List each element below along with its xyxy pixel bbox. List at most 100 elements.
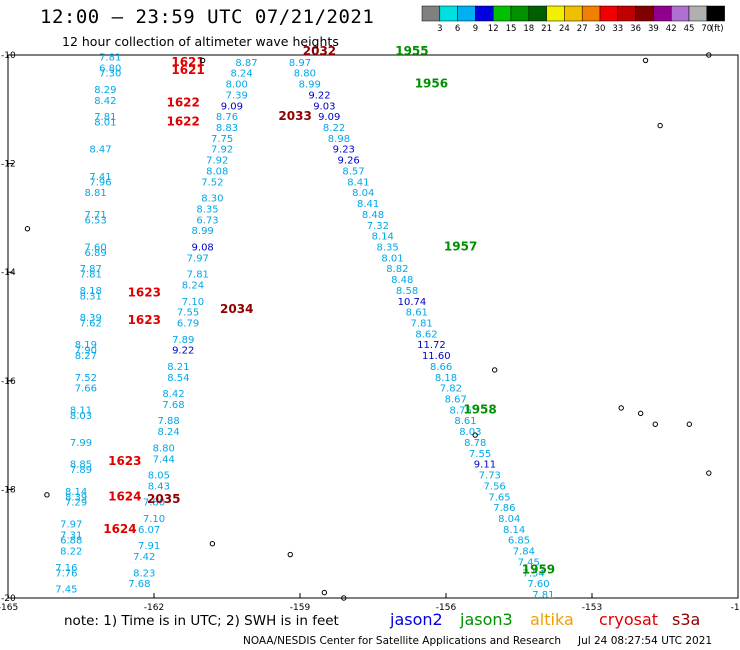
legend-s3a: s3a [672,610,701,629]
swh-point-label: 7.45 [518,557,540,568]
swh-point-label: 7.81 [80,270,102,281]
swh-point-label: 8.11 [70,405,92,416]
swh-point-label: 8.35 [196,204,218,215]
island-outline [657,122,663,129]
swh-point-label: 8.62 [415,329,437,340]
swh-point-label: 8.85 [70,460,92,471]
swh-point-label: 10.74 [398,297,427,308]
swh-point-label: 7.44 [153,454,175,465]
swh-point-label: 8.14 [503,525,525,536]
island-outline [44,492,50,498]
swh-point-label: 8.83 [216,123,238,134]
swh-point-label: 6.07 [138,525,160,536]
colorbar-label: 39 [648,24,659,34]
swh-point-label: 8.22 [323,123,345,134]
time-marker-label: 1624 [108,489,141,503]
time-marker-label: 2035 [147,492,180,506]
swh-point-label: 9.23 [333,145,355,156]
colorbar-label: 18 [523,24,534,34]
swh-point-label: 7.10 [182,297,204,308]
colorbar-label: 70 [701,24,712,34]
swh-point-label: 7.81 [99,52,121,63]
swh-point-label: 7.60 [84,242,106,253]
swh-point-label: 7.45 [55,585,77,596]
swh-point-label: 7.96 [89,177,111,188]
swh-point-label: 8.80 [153,443,175,454]
swh-point-label: 8.97 [289,58,311,69]
swh-point-label: 9.08 [192,242,214,253]
colorbar-swatch [581,5,601,22]
swh-point-label: 7.73 [479,471,501,482]
swh-point-label: 8.23 [133,568,155,579]
swh-point-label: 7.39 [226,90,248,101]
swh-point-label: 7.54 [522,568,544,579]
swh-point-label: 7.91 [138,541,160,552]
island-outline [642,57,649,64]
time-marker-label: 1622 [166,96,199,110]
colorbar-swatch [421,5,441,22]
swh-point-label: 8.14 [65,487,87,498]
generated-timestamp: Jul 24 08:27:54 UTC 2021 [578,635,713,647]
swh-point-label: 8.24 [157,427,179,438]
swh-point-label: 8.19 [75,340,97,351]
swh-point-label: 8.03 [70,411,92,422]
colorbar-label: 12 [488,24,499,34]
swh-point-label: 7.99 [70,438,92,449]
colorbar-swatch [670,5,690,22]
swh-point-label: 7.62 [80,319,102,330]
colorbar-swatch [475,5,494,22]
swh-point-label: 7.92 [206,156,228,167]
swh-point-label: 7.31 [60,530,82,541]
swh-point-label: 8.48 [391,275,413,286]
island-outline [199,57,206,64]
swh-point-label: 6.79 [177,319,199,330]
swh-point-label: 8.75 [449,405,471,416]
swh-point-label: 9.22 [172,346,194,357]
swh-point-label: 8.48 [362,210,384,221]
swh-point-label: 8.30 [201,194,223,205]
time-marker-label: 1624 [103,522,136,536]
swh-point-label: 8.81 [84,188,106,199]
swh-point-label: 8.98 [328,134,350,145]
swh-point-label: 6.73 [196,215,218,226]
legend-altika: altika [530,610,574,629]
lat-tick-label: -16 [1,377,16,387]
lat-tick-label: -12 [1,160,16,170]
swh-point-label: 8.54 [167,373,189,384]
page-title: 12:00 – 23:59 UTC 07/21/2021 [40,6,375,28]
swh-point-label: 7.76 [55,568,77,579]
swh-point-label: 9.03 [313,101,335,112]
swh-point-label: 8.58 [396,286,418,297]
time-marker-label: 1623 [128,313,161,327]
swh-point-label: 8.47 [89,145,111,156]
colorbar-label: 24 [559,24,570,34]
swh-point-label: 8.14 [372,232,394,243]
page-subtitle: 12 hour collection of altimeter wave hei… [62,34,339,49]
swh-point-label: 8.24 [230,69,252,80]
swh-point-label: 9.26 [338,156,360,167]
swh-point-label: 8.27 [75,351,97,362]
time-marker-label: 2034 [220,302,253,316]
swh-point-label: 8.24 [182,280,204,291]
time-marker-label: 1957 [444,239,477,253]
legend-jason2: jason2 [390,610,443,629]
swh-point-label: 8.78 [464,438,486,449]
swh-point-label: 7.10 [143,514,165,525]
colorbar-label: 9 [473,24,478,34]
swh-point-label: 9.09 [221,101,243,112]
swh-point-label: 7.82 [440,384,462,395]
swh-point-label: 8.99 [299,80,321,91]
colorbar-label: 36 [630,24,641,34]
colorbar-swatch [599,5,619,22]
colorbar-label: 15 [506,24,517,34]
swh-point-label: 8.08 [206,166,228,177]
swh-point-label: 8.39 [65,492,87,503]
swh-point-label: 11.60 [422,351,451,362]
swh-point-label: 7.87 [80,264,102,275]
time-marker-label: 1622 [166,115,199,129]
swh-point-label: 8.00 [226,80,248,91]
swh-point-label: 8.87 [235,58,257,69]
swh-point-label: 9.22 [308,90,330,101]
swh-point-label: 7.55 [469,449,491,460]
